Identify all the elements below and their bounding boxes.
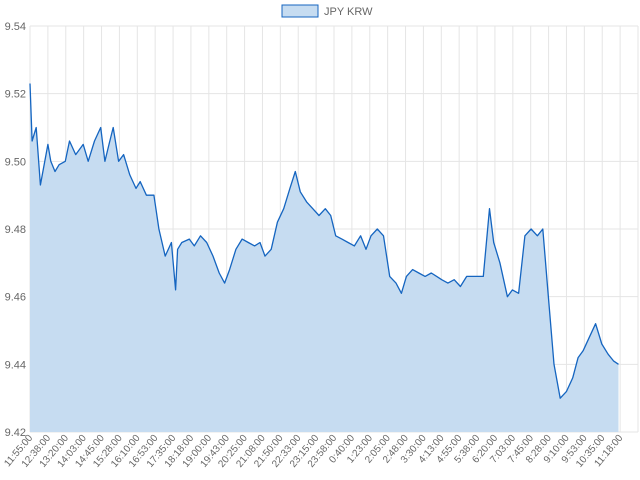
y-tick-label: 9.46 (5, 292, 26, 304)
y-axis: 9.42 9.44 9.46 9.48 9.50 9.52 9.54 (5, 21, 26, 439)
series-line[interactable] (29, 83, 619, 399)
series-area-layer (29, 83, 619, 432)
x-axis: 11:55:0012:38:0013:20:0014:03:0014:45:00… (2, 433, 625, 470)
y-tick-label: 9.42 (5, 427, 26, 439)
y-tick-label: 9.50 (5, 156, 26, 168)
y-tick-label: 9.44 (5, 359, 26, 371)
legend-swatch[interactable] (281, 4, 319, 18)
y-tick-label: 9.52 (5, 89, 26, 101)
legend-label[interactable]: JPY KRW (324, 6, 373, 18)
legend[interactable]: JPY KRW (281, 4, 373, 18)
y-tick-label: 9.54 (5, 21, 26, 33)
y-tick-label: 9.48 (5, 224, 26, 236)
series-area-fill (30, 83, 619, 432)
